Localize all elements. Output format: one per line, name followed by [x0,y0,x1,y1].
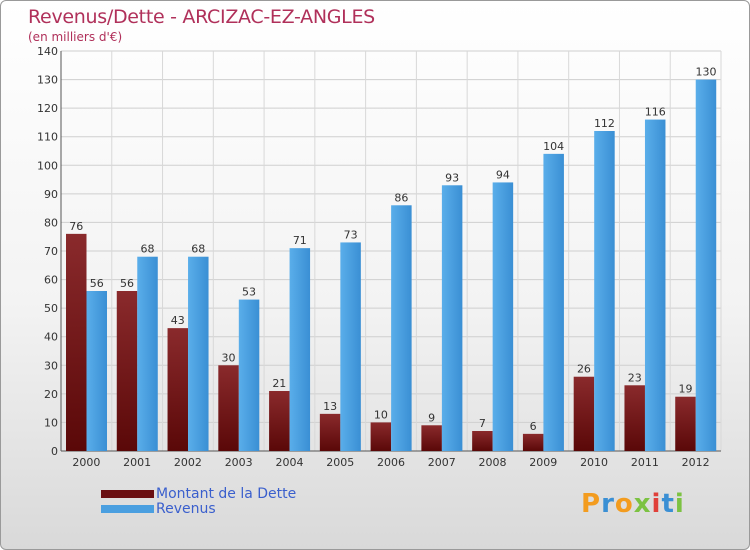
x-tick-label: 2008 [479,456,507,469]
logo-letter: i [674,489,685,519]
data-label-revenus: 53 [242,286,256,299]
data-label-revenus: 130 [695,66,716,79]
y-tick-label: 110 [37,131,58,144]
data-label-dette: 7 [479,417,486,430]
logo-letter: i [651,489,662,519]
data-label-revenus: 93 [445,171,459,184]
bar-revenus [644,119,666,452]
x-tick-label: 2009 [529,456,557,469]
y-tick-label: 70 [44,245,58,258]
x-tick-label: 2007 [428,456,456,469]
y-tick-label: 90 [44,188,58,201]
logo-letter: x [633,489,652,519]
x-tick-label: 2010 [580,456,608,469]
logo-letter: t [661,489,675,519]
data-label-revenus: 56 [90,277,104,290]
legend-swatch-dette [101,490,154,498]
bar-dette [573,376,595,451]
bar-dette [218,365,239,451]
data-label-revenus: 71 [293,234,307,247]
bar-dette [167,328,189,451]
y-tick-label: 60 [44,274,58,287]
y-tick-label: 20 [44,388,58,401]
bar-revenus [238,299,260,451]
bar-revenus [391,205,412,451]
data-label-revenus: 68 [141,243,155,256]
bar-dette [522,433,544,451]
proxiti-logo: Proxiti [581,489,685,519]
x-tick-label: 2006 [377,456,405,469]
bar-dette [116,291,138,451]
y-tick-label: 80 [44,216,58,229]
bar-revenus [594,131,615,451]
bar-revenus [289,248,311,451]
logo-letter: r [601,489,615,519]
bar-dette [319,413,341,451]
y-tick-label: 0 [51,445,58,458]
chart-subtitle: (en milliers d'€) [28,30,123,44]
y-tick-label: 140 [37,45,58,58]
bar-dette [269,391,290,451]
y-tick-label: 130 [37,74,58,87]
chart-title: Revenus/Dette - ARCIZAC-EZ-ANGLES [28,6,375,28]
bar-dette [370,422,392,451]
x-tick-label: 2001 [123,456,151,469]
data-label-dette: 23 [628,371,642,384]
logo-letter: P [581,489,602,519]
x-tick-label: 2002 [174,456,202,469]
bar-revenus [695,79,717,452]
bar-revenus [137,256,158,451]
data-label-revenus: 116 [645,106,666,119]
bar-dette [421,425,442,451]
legend-item-revenus: Revenus [101,501,216,517]
legend-swatch-revenus [101,505,154,513]
bar-revenus [188,256,209,451]
data-label-dette: 9 [428,411,435,424]
y-tick-label: 30 [44,359,58,372]
bar-revenus [492,182,514,451]
data-label-revenus: 94 [496,168,510,181]
data-label-dette: 6 [530,420,537,433]
logo-letter: o [614,489,634,519]
data-label-revenus: 104 [543,140,564,153]
legend-label-dette: Montant de la Dette [156,486,297,502]
data-label-dette: 13 [323,400,337,413]
bar-revenus [543,153,564,451]
bar-dette [624,385,645,451]
x-tick-label: 2011 [631,456,659,469]
data-label-dette: 19 [678,383,692,396]
y-tick-label: 100 [37,159,58,172]
data-label-dette: 10 [374,408,388,421]
y-tick-label: 50 [44,302,58,315]
bar-dette [675,396,696,451]
data-label-revenus: 68 [191,243,205,256]
legend-label-revenus: Revenus [156,501,216,517]
data-label-dette: 76 [69,220,83,233]
bar-revenus [441,185,463,452]
x-tick-label: 2004 [275,456,303,469]
x-tick-label: 2000 [72,456,100,469]
data-label-dette: 26 [577,363,591,376]
data-label-revenus: 86 [394,191,408,204]
data-label-dette: 43 [171,314,185,327]
x-tick-label: 2003 [225,456,253,469]
x-tick-label: 2005 [326,456,354,469]
y-tick-label: 40 [44,331,58,344]
data-label-dette: 30 [222,351,236,364]
data-label-dette: 56 [120,277,134,290]
bar-revenus [340,242,361,451]
bar-dette [472,431,493,451]
data-label-revenus: 112 [594,117,615,130]
legend-item-dette: Montant de la Dette [101,486,297,502]
x-tick-label: 2012 [682,456,710,469]
bar-dette [66,233,87,451]
bar-revenus [86,291,107,451]
y-tick-label: 120 [37,102,58,115]
y-tick-label: 10 [44,416,58,429]
data-label-revenus: 73 [344,228,358,241]
data-label-dette: 21 [272,377,286,390]
